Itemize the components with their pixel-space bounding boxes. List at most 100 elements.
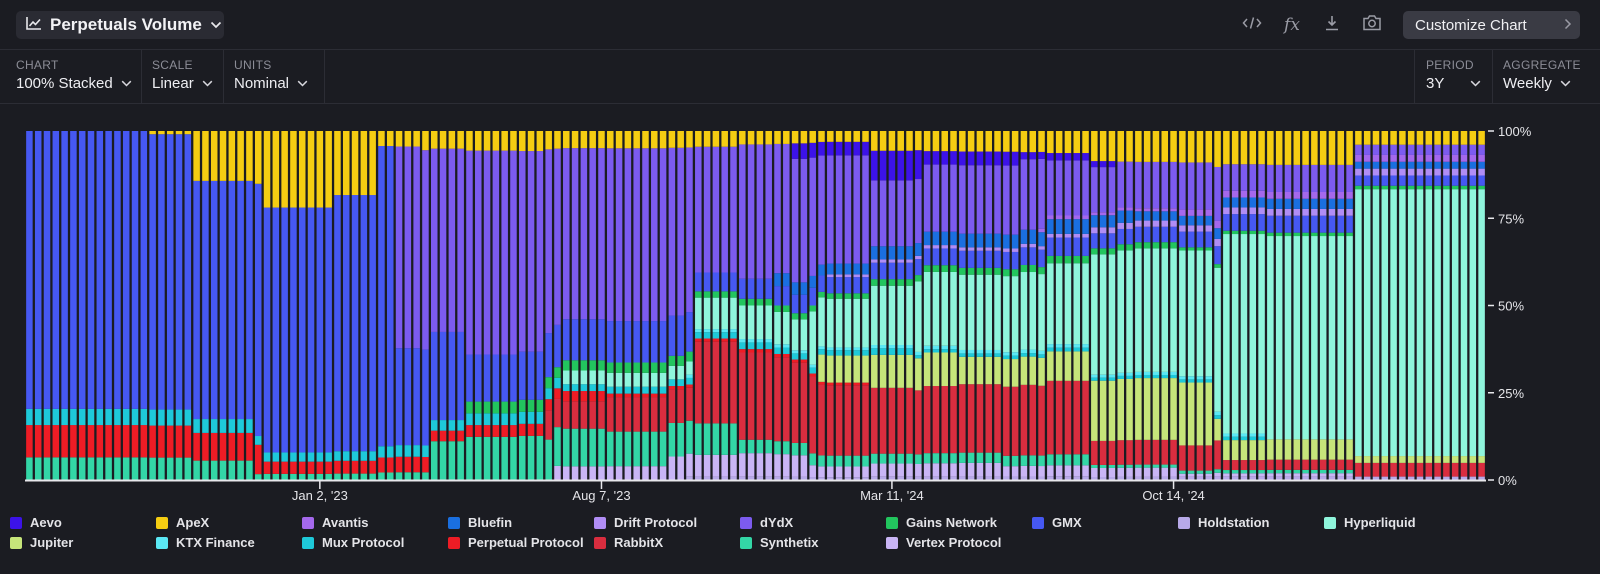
bar-segment-vertex-protocol[interactable] <box>809 465 816 478</box>
bar-segment-perpetual-protocol[interactable] <box>386 457 394 473</box>
bar-segment-gmx[interactable] <box>1082 237 1089 256</box>
bar-segment-rabbitx[interactable] <box>923 386 931 454</box>
bar-segment-synthetix[interactable] <box>166 457 174 480</box>
bar-segment-perpetual-protocol[interactable] <box>466 425 473 437</box>
bar-segment-avantis[interactable] <box>1064 215 1072 220</box>
bar-segment-mux-protocol[interactable] <box>483 413 491 426</box>
bar-segment-apex[interactable] <box>1223 131 1230 165</box>
bar-segment-drift-protocol[interactable] <box>932 245 940 249</box>
bar-segment-synthetix[interactable] <box>1152 464 1160 468</box>
bar-segment-aevo[interactable] <box>1038 151 1045 159</box>
bar-segment-aevo[interactable] <box>1108 161 1116 168</box>
bar-segment-mux-protocol[interactable] <box>1223 436 1230 441</box>
bar-segment-synthetix[interactable] <box>527 435 535 480</box>
bar-segment-vertex-protocol[interactable] <box>1011 466 1019 477</box>
bar-segment-hyperliquid[interactable] <box>959 274 966 350</box>
bar-segment-holdstation[interactable] <box>1126 476 1133 480</box>
bar-segment-dydx[interactable] <box>809 157 816 276</box>
bar-segment-jupiter[interactable] <box>1117 378 1124 441</box>
bar-segment-dydx[interactable] <box>1258 164 1265 191</box>
bar-segment-bluefin[interactable] <box>1460 161 1468 169</box>
bar-segment-dydx[interactable] <box>510 150 517 355</box>
bar-segment-gains-network[interactable] <box>1055 255 1063 264</box>
bar-segment-perpetual-protocol[interactable] <box>228 432 236 461</box>
bar-segment-drift-protocol[interactable] <box>959 247 966 251</box>
bar-segment-vertex-protocol[interactable] <box>985 462 992 477</box>
bar-segment-gains-network[interactable] <box>659 362 667 373</box>
bar-segment-ktx-finance[interactable] <box>783 344 790 348</box>
bar-segment-hyperliquid[interactable] <box>589 370 596 385</box>
bar-segment-synthetix[interactable] <box>114 457 121 480</box>
bar-segment-synthetix[interactable] <box>800 442 808 456</box>
bar-segment-bluefin[interactable] <box>1064 219 1072 234</box>
bar-segment-synthetix[interactable] <box>254 474 262 480</box>
bar-segment-dydx[interactable] <box>448 148 456 332</box>
chart-title-dropdown[interactable]: Perpetuals Volume <box>16 11 224 39</box>
bar-segment-jupiter[interactable] <box>1187 382 1195 446</box>
bar-segment-drift-protocol[interactable] <box>1117 222 1124 229</box>
bar-segment-ktx-finance[interactable] <box>1135 371 1142 375</box>
bar-segment-gains-network[interactable] <box>1381 185 1389 190</box>
bar-segment-rabbitx[interactable] <box>589 401 596 429</box>
bar-segment-holdstation[interactable] <box>1082 476 1089 480</box>
bar-segment-gains-network[interactable] <box>800 313 808 320</box>
bar-segment-mux-protocol[interactable] <box>695 332 702 339</box>
bar-segment-rabbitx[interactable] <box>915 390 922 455</box>
bar-segment-rabbitx[interactable] <box>1126 440 1133 465</box>
bar-segment-mux-protocol[interactable] <box>932 349 940 353</box>
bar-segment-jupiter[interactable] <box>879 354 887 388</box>
bar-segment-gains-network[interactable] <box>906 279 913 286</box>
bar-segment-ktx-finance[interactable] <box>827 347 834 351</box>
bar-segment-gmx[interactable] <box>985 250 992 268</box>
bar-segment-apex[interactable] <box>1311 131 1318 165</box>
bar-segment-apex[interactable] <box>571 131 579 149</box>
bar-segment-synthetix[interactable] <box>413 472 420 480</box>
bar-segment-hyperliquid[interactable] <box>1434 189 1441 457</box>
bar-segment-hyperliquid[interactable] <box>844 298 852 348</box>
bar-segment-ktx-finance[interactable] <box>800 350 808 354</box>
bar-segment-gains-network[interactable] <box>1108 248 1116 255</box>
bar-segment-avantis[interactable] <box>1143 208 1151 212</box>
bar-segment-gmx[interactable] <box>862 277 869 294</box>
bar-segment-dydx[interactable] <box>1170 161 1177 209</box>
bar-segment-drift-protocol[interactable] <box>1011 248 1019 252</box>
bar-segment-perpetual-protocol[interactable] <box>70 425 77 458</box>
bar-segment-gains-network[interactable] <box>941 265 948 272</box>
bar-segment-gmx[interactable] <box>158 134 165 410</box>
bar-segment-synthetix[interactable] <box>61 457 68 480</box>
bar-segment-dydx[interactable] <box>1434 144 1441 155</box>
bar-segment-ktx-finance[interactable] <box>1047 344 1054 348</box>
bar-segment-gmx[interactable] <box>1346 215 1353 233</box>
bar-segment-apex[interactable] <box>985 131 992 152</box>
bar-segment-rabbitx[interactable] <box>615 397 623 432</box>
bar-segment-bluefin[interactable] <box>941 231 948 246</box>
bar-segment-gains-network[interactable] <box>615 362 623 373</box>
bar-segment-synthetix[interactable] <box>263 473 271 480</box>
bar-segment-synthetix[interactable] <box>1249 470 1257 474</box>
bar-segment-aevo[interactable] <box>959 151 966 166</box>
bar-segment-apex[interactable] <box>686 131 693 148</box>
bar-segment-rabbitx[interactable] <box>677 389 684 423</box>
bar-segment-bluefin[interactable] <box>1293 198 1301 209</box>
bar-segment-mux-protocol[interactable] <box>184 409 192 426</box>
bar-segment-mux-protocol[interactable] <box>1249 436 1257 441</box>
bar-segment-apex[interactable] <box>545 131 552 150</box>
bar-segment-ktx-finance[interactable] <box>1223 433 1230 437</box>
bar-segment-apex[interactable] <box>1003 131 1010 152</box>
bar-segment-synthetix[interactable] <box>1231 470 1239 474</box>
bar-segment-rabbitx[interactable] <box>994 384 1001 453</box>
bar-segment-rabbitx[interactable] <box>1311 459 1318 470</box>
bar-segment-rabbitx[interactable] <box>1170 439 1177 465</box>
bar-segment-vertex-protocol[interactable] <box>1187 473 1195 477</box>
bar-segment-gmx[interactable] <box>915 259 922 276</box>
bar-segment-hyperliquid[interactable] <box>571 370 579 385</box>
bar-segment-gains-network[interactable] <box>510 401 517 414</box>
bar-segment-synthetix[interactable] <box>1117 464 1124 468</box>
bar-segment-ktx-finance[interactable] <box>1020 349 1028 354</box>
bar-segment-gmx[interactable] <box>1038 249 1045 268</box>
bar-segment-gmx[interactable] <box>589 319 596 361</box>
bar-segment-synthetix[interactable] <box>862 455 869 467</box>
bar-segment-bluefin[interactable] <box>1267 198 1274 209</box>
bar-segment-bluefin[interactable] <box>1143 211 1151 221</box>
bar-segment-drift-protocol[interactable] <box>923 245 931 249</box>
